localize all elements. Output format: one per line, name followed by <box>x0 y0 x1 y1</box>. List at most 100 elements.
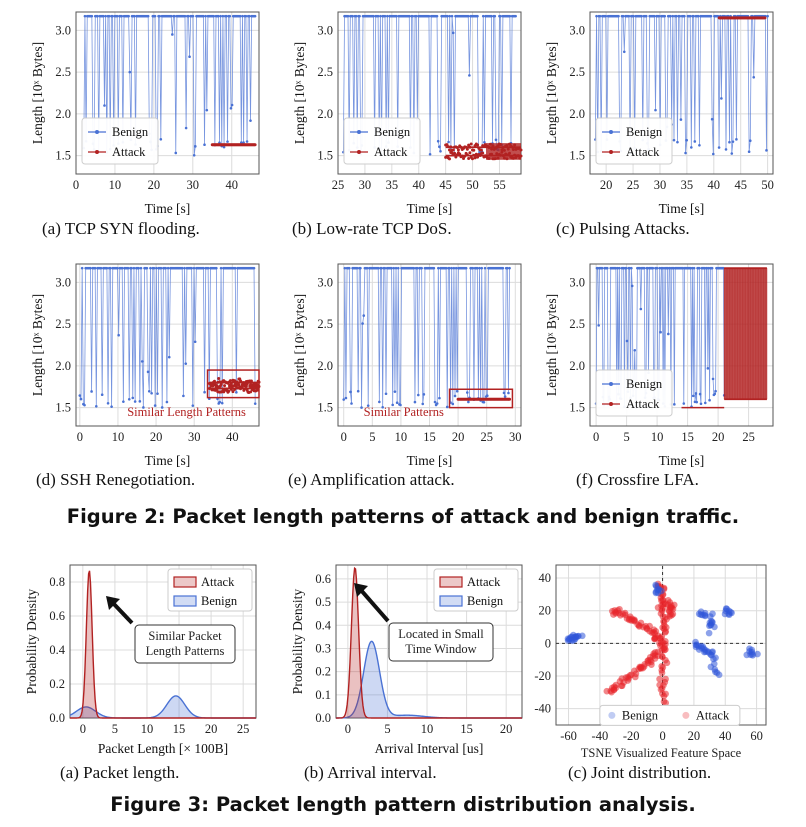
x-tick-label: 5 <box>623 430 629 444</box>
y-tick-label: 2.5 <box>55 317 71 331</box>
attack-point <box>621 609 629 617</box>
benign-point <box>107 14 111 18</box>
attack-point <box>473 156 477 160</box>
benign-point <box>343 266 347 270</box>
benign-point <box>238 14 242 18</box>
benign-point <box>378 400 381 404</box>
benign-point <box>381 405 384 409</box>
attack-point <box>249 390 253 394</box>
plot-frame <box>589 11 774 175</box>
attack-point <box>468 151 472 155</box>
attack-point <box>658 669 666 677</box>
benign-point <box>427 14 431 18</box>
x-tick-label: 40 <box>412 178 425 192</box>
y-tick-label: 2.0 <box>317 107 333 121</box>
x-axis-label: Packet Length [× 100B] <box>98 741 228 756</box>
x-tick-label: 20 <box>688 729 701 743</box>
benign-point <box>450 14 454 18</box>
benign-point <box>89 266 92 270</box>
benign-point <box>202 14 205 18</box>
benign-point <box>244 14 248 18</box>
benign-point <box>202 266 205 270</box>
attack-point <box>228 379 232 383</box>
benign-point <box>727 608 734 616</box>
benign-point <box>453 394 457 398</box>
benign-point <box>414 14 418 18</box>
y-tick-label: 2.5 <box>569 317 585 331</box>
benign-point <box>454 266 458 270</box>
benign-point <box>140 360 144 363</box>
x-tick-label: 45 <box>439 178 452 192</box>
benign-point <box>391 403 394 407</box>
legend-label: Attack <box>626 145 660 159</box>
legend-swatch <box>439 576 463 588</box>
benign-point <box>145 266 149 270</box>
benign-point <box>165 400 169 404</box>
x-tick-label: 20 <box>600 178 613 192</box>
legend-label: Benign <box>112 125 149 139</box>
benign-point <box>133 400 137 403</box>
benign-point <box>711 623 718 631</box>
benign-point <box>693 140 697 143</box>
benign-point <box>695 400 698 404</box>
benign-point <box>133 14 136 18</box>
benign-point <box>203 143 206 147</box>
benign-point <box>111 14 114 18</box>
benign-point <box>754 650 761 658</box>
attack-point <box>456 148 460 152</box>
plot-frame <box>75 11 260 175</box>
benign-point <box>233 266 237 270</box>
benign-point <box>748 139 752 143</box>
fig3-caption-b: (b) Arrival interval. <box>304 763 437 782</box>
benign-point <box>503 395 507 398</box>
legend-marker <box>357 130 361 134</box>
benign-point <box>351 14 354 18</box>
legend-label: Benign <box>374 125 411 139</box>
legend-marker <box>95 150 99 154</box>
benign-point <box>464 266 468 270</box>
x-tick-label: 10 <box>421 722 434 736</box>
benign-point <box>730 152 734 155</box>
benign-point <box>625 339 629 343</box>
attack-point <box>666 612 673 620</box>
benign-point <box>674 14 678 18</box>
benign-point <box>128 70 132 74</box>
benign-point <box>204 14 207 18</box>
benign-point <box>465 391 469 394</box>
attack-point <box>215 384 219 388</box>
benign-point <box>627 14 631 18</box>
benign-point <box>692 14 695 18</box>
x-tick-label: 25 <box>627 178 640 192</box>
y-axis-label: Length [10ˣ Bytes] <box>30 42 45 144</box>
benign-point <box>356 389 360 393</box>
benign-point <box>117 333 120 337</box>
x-tick-label: 0 <box>80 722 86 736</box>
benign-point <box>396 266 400 270</box>
benign-point <box>192 266 196 270</box>
benign-point <box>421 402 425 406</box>
legend-swatch <box>439 595 463 607</box>
benign-point <box>717 146 721 149</box>
x-tick-label: 60 <box>750 729 763 743</box>
benign-point <box>502 391 506 395</box>
benign-point <box>508 14 512 18</box>
benign-point <box>765 149 768 152</box>
benign-point <box>183 266 186 270</box>
x-tick-label: 0 <box>345 722 351 736</box>
fig3-panel-c: -60 -40 -20 0 20 40 60 -40 -20 0 20 40 TSNE Visualiz… <box>534 564 767 760</box>
legend-box <box>433 568 519 612</box>
x-tick-label: 35 <box>386 178 399 192</box>
legend-label: Attack <box>112 145 146 159</box>
benign-point <box>688 14 692 18</box>
benign-point <box>501 266 505 270</box>
benign-point <box>747 150 751 154</box>
annotation-arrow <box>358 587 390 623</box>
y-tick-label: 0.6 <box>49 609 65 623</box>
attack-point <box>447 148 451 152</box>
benign-point <box>701 611 709 619</box>
benign-point <box>455 389 459 393</box>
legend-marker <box>95 130 99 134</box>
benign-point <box>642 266 646 270</box>
y-tick-label: 2.0 <box>317 359 333 373</box>
benign-point <box>109 266 112 270</box>
